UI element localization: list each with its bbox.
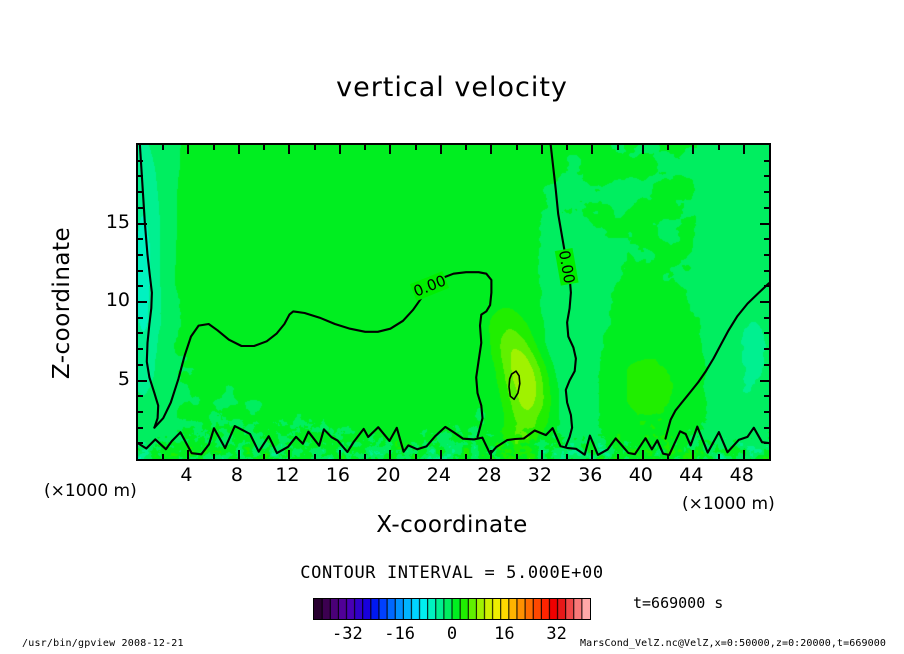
x-tick-label: 28 [477, 464, 502, 486]
colorbar-gradient [313, 598, 591, 620]
x-tick-label: 16 [325, 464, 350, 486]
y-tick-label: 15 [105, 210, 130, 233]
footer-command-label: /usr/bin/gpview 2008-12-21 [22, 638, 184, 649]
colorbar-tick-label: 16 [494, 624, 515, 644]
colorbar-tick-label: 0 [446, 624, 458, 644]
colorbar-tick-label: 32 [546, 624, 567, 644]
colorbar-tick-label: -32 [331, 624, 363, 644]
x-tick-label: 32 [527, 464, 552, 486]
colorbar-tick-label: -16 [384, 624, 416, 644]
x-axis-title: X-coordinate [376, 512, 528, 538]
y-tick-label: 5 [117, 367, 130, 390]
x-tick-label: 12 [275, 464, 300, 486]
x-tick-label: 48 [729, 464, 754, 486]
x-tick-label: 4 [180, 464, 193, 486]
y-axis-title: Z-coordinate [49, 226, 75, 380]
y-axis-tick-labels: 5 10 15 [96, 143, 130, 461]
contour-plot-area[interactable]: 0.00 0.00 [136, 143, 771, 461]
colorbar[interactable] [313, 598, 591, 620]
x-tick-label: 40 [628, 464, 653, 486]
x-tick-label: 44 [679, 464, 704, 486]
time-stamp-label: t=669000 s [633, 594, 724, 612]
x-tick-label: 8 [230, 464, 243, 486]
y-tick-label: 10 [105, 289, 130, 311]
x-tick-label: 20 [376, 464, 401, 486]
z-axis-unit-label: (×1000 m) [44, 481, 137, 501]
page-title: vertical velocity [336, 72, 568, 103]
footer-dataset-label: MarsCond_VelZ.nc@VelZ,x=0:50000,z=0:2000… [579, 638, 886, 649]
x-axis-unit-label: (×1000 m) [682, 494, 775, 514]
contour-interval-label: CONTOUR INTERVAL = 5.000E+00 [300, 563, 604, 583]
zero-contour-lines [138, 145, 769, 456]
x-tick-label: 36 [578, 464, 603, 486]
x-tick-label: 24 [426, 464, 451, 486]
velocity-field-raster [138, 145, 769, 459]
